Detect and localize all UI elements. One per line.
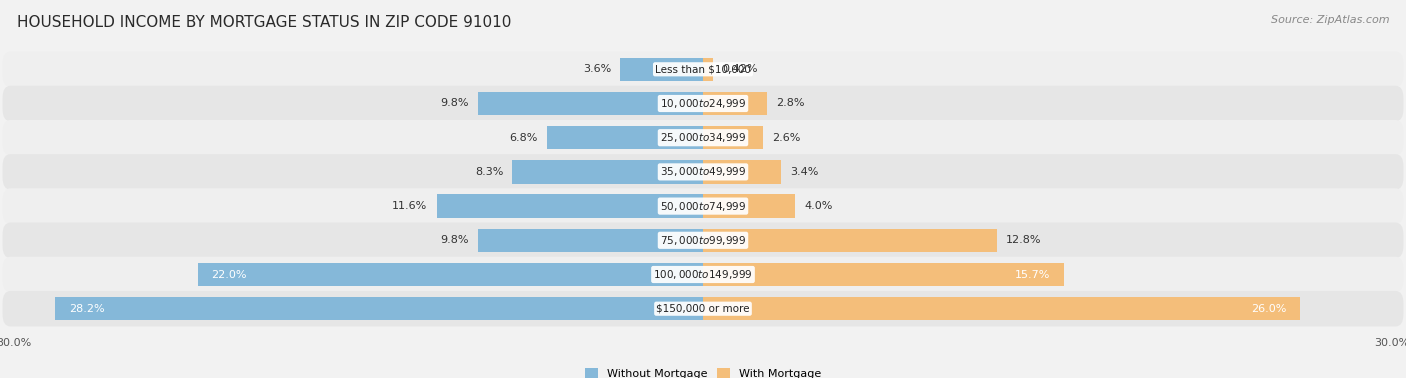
FancyBboxPatch shape — [3, 291, 1403, 327]
Bar — [703, 92, 768, 115]
Text: 15.7%: 15.7% — [1014, 270, 1050, 279]
Bar — [478, 229, 703, 252]
FancyBboxPatch shape — [3, 223, 1403, 258]
Bar — [620, 58, 703, 81]
Text: $25,000 to $34,999: $25,000 to $34,999 — [659, 131, 747, 144]
Text: 4.0%: 4.0% — [804, 201, 832, 211]
Text: Less than $10,000: Less than $10,000 — [655, 64, 751, 74]
Bar — [703, 229, 997, 252]
Text: 28.2%: 28.2% — [69, 304, 105, 314]
FancyBboxPatch shape — [3, 257, 1403, 292]
Bar — [198, 263, 703, 286]
Bar — [55, 297, 703, 320]
Legend: Without Mortgage, With Mortgage: Without Mortgage, With Mortgage — [585, 368, 821, 378]
Text: Source: ZipAtlas.com: Source: ZipAtlas.com — [1271, 15, 1389, 25]
Text: 2.8%: 2.8% — [776, 99, 806, 108]
FancyBboxPatch shape — [3, 154, 1403, 190]
Bar — [437, 194, 703, 218]
FancyBboxPatch shape — [3, 51, 1403, 87]
FancyBboxPatch shape — [3, 86, 1403, 121]
Bar — [703, 263, 1063, 286]
Text: $10,000 to $24,999: $10,000 to $24,999 — [659, 97, 747, 110]
Bar — [703, 126, 762, 149]
Text: 2.6%: 2.6% — [772, 133, 800, 143]
Bar — [703, 297, 1301, 320]
Text: 12.8%: 12.8% — [1007, 235, 1042, 245]
Text: $35,000 to $49,999: $35,000 to $49,999 — [659, 166, 747, 178]
Bar — [478, 92, 703, 115]
Text: 9.8%: 9.8% — [440, 235, 468, 245]
Text: 3.6%: 3.6% — [583, 64, 612, 74]
Text: $75,000 to $99,999: $75,000 to $99,999 — [659, 234, 747, 247]
Text: 9.8%: 9.8% — [440, 99, 468, 108]
Text: 0.42%: 0.42% — [721, 64, 758, 74]
Text: 22.0%: 22.0% — [211, 270, 247, 279]
Bar — [703, 194, 794, 218]
Text: 3.4%: 3.4% — [790, 167, 818, 177]
Text: 6.8%: 6.8% — [509, 133, 537, 143]
Bar — [703, 160, 782, 184]
Text: HOUSEHOLD INCOME BY MORTGAGE STATUS IN ZIP CODE 91010: HOUSEHOLD INCOME BY MORTGAGE STATUS IN Z… — [17, 15, 512, 30]
Text: $50,000 to $74,999: $50,000 to $74,999 — [659, 200, 747, 212]
FancyBboxPatch shape — [3, 188, 1403, 224]
Text: 11.6%: 11.6% — [392, 201, 427, 211]
Text: $100,000 to $149,999: $100,000 to $149,999 — [654, 268, 752, 281]
Text: 26.0%: 26.0% — [1251, 304, 1286, 314]
Bar — [547, 126, 703, 149]
Text: 8.3%: 8.3% — [475, 167, 503, 177]
Text: $150,000 or more: $150,000 or more — [657, 304, 749, 314]
FancyBboxPatch shape — [3, 120, 1403, 155]
Bar — [512, 160, 703, 184]
Bar — [703, 58, 713, 81]
